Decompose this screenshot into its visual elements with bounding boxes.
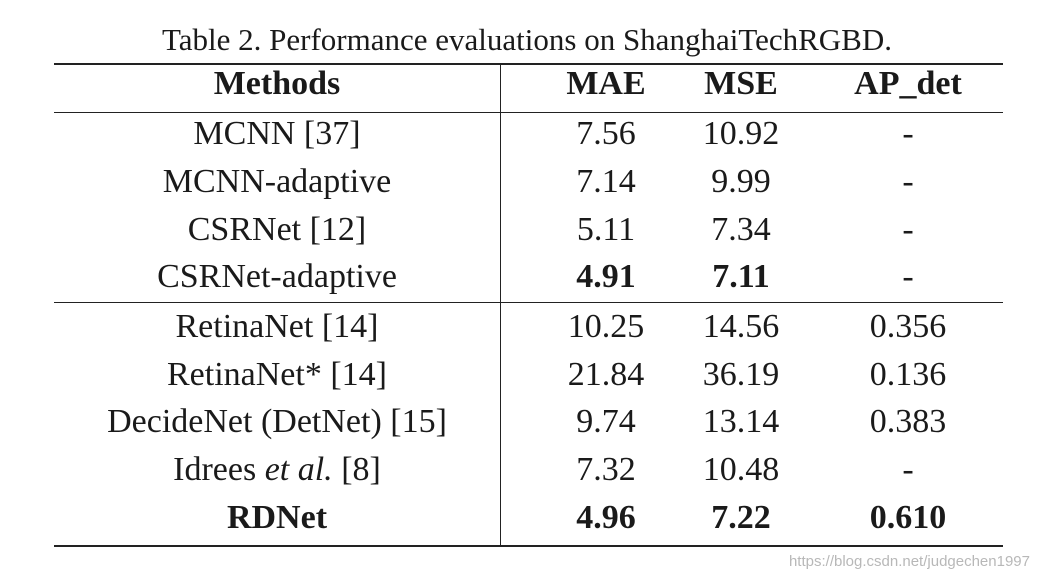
table-row: RetinaNet* [14] 21.84 36.19 0.136 <box>54 352 1003 398</box>
mae-cell: 9.74 <box>576 403 636 440</box>
header-row: Methods MAE MSE AP_det <box>54 61 1003 107</box>
ap-cell: - <box>902 115 914 152</box>
column-divider <box>500 64 501 546</box>
mse-cell: 10.92 <box>702 115 780 152</box>
header-rule <box>54 112 1003 113</box>
ap-cell: 0.610 <box>869 499 947 536</box>
method-italic: et al. <box>264 451 333 488</box>
method-suffix: [8] <box>332 451 381 488</box>
method-cell: MCNN-adaptive <box>162 163 392 200</box>
method-prefix: Idrees <box>173 451 265 488</box>
ap-cell: - <box>902 163 914 200</box>
header-methods: Methods <box>213 65 341 102</box>
group-rule <box>54 302 1003 303</box>
mae-cell: 4.96 <box>576 499 636 536</box>
method-cell: Idrees et al. [8] <box>54 447 500 493</box>
bottom-rule <box>54 545 1003 547</box>
method-cell: CSRNet [12] <box>187 211 367 248</box>
mae-cell: 7.14 <box>576 163 636 200</box>
table-row: CSRNet [12] 5.11 7.34 - <box>54 207 1003 253</box>
mae-cell: 7.32 <box>576 451 636 488</box>
ap-cell: - <box>902 451 914 488</box>
mae-cell: 10.25 <box>567 308 645 345</box>
mse-cell: 9.99 <box>711 163 771 200</box>
method-cell: DecideNet (DetNet) [15] <box>107 403 447 440</box>
method-cell: RDNet <box>226 499 328 536</box>
method-cell: RetinaNet* [14] <box>167 356 387 393</box>
mae-cell: 5.11 <box>576 211 636 248</box>
mae-cell: 4.91 <box>576 258 636 295</box>
header-mae: MAE <box>566 65 646 102</box>
mse-cell: 10.48 <box>702 451 780 488</box>
ap-cell: - <box>902 211 914 248</box>
mae-cell: 7.56 <box>576 115 636 152</box>
header-ap-det: AP_det <box>854 65 962 102</box>
mse-cell: 13.14 <box>702 403 780 440</box>
mse-cell: 7.22 <box>711 499 771 536</box>
table-row: MCNN [37] 7.56 10.92 - <box>54 111 1003 157</box>
method-cell: RetinaNet [14] <box>175 308 379 345</box>
ap-cell: - <box>902 258 914 295</box>
ap-cell: 0.383 <box>869 403 947 440</box>
method-cell: MCNN [37] <box>193 115 361 152</box>
table-row: Idrees et al. [8] 7.32 10.48 - <box>54 447 1003 493</box>
table-row: DecideNet (DetNet) [15] 9.74 13.14 0.383 <box>54 399 1003 445</box>
mse-cell: 36.19 <box>702 356 780 393</box>
watermark: https://blog.csdn.net/judgechen1997 <box>788 553 1030 570</box>
table-caption: Table 2. Performance evaluations on Shan… <box>162 22 892 57</box>
table-row: MCNN-adaptive 7.14 9.99 - <box>54 159 1003 205</box>
method-cell: CSRNet-adaptive <box>157 258 397 295</box>
table-row: RetinaNet [14] 10.25 14.56 0.356 <box>54 304 1003 350</box>
table-row: CSRNet-adaptive 4.91 7.11 - <box>54 254 1003 300</box>
header-mse: MSE <box>704 65 778 102</box>
mse-cell: 14.56 <box>702 308 780 345</box>
ap-cell: 0.136 <box>869 356 947 393</box>
top-rule <box>54 63 1003 65</box>
mse-cell: 7.11 <box>712 258 770 295</box>
ap-cell: 0.356 <box>869 308 947 345</box>
mse-cell: 7.34 <box>711 211 771 248</box>
table-row: RDNet 4.96 7.22 0.610 <box>54 495 1003 541</box>
mae-cell: 21.84 <box>567 356 645 393</box>
